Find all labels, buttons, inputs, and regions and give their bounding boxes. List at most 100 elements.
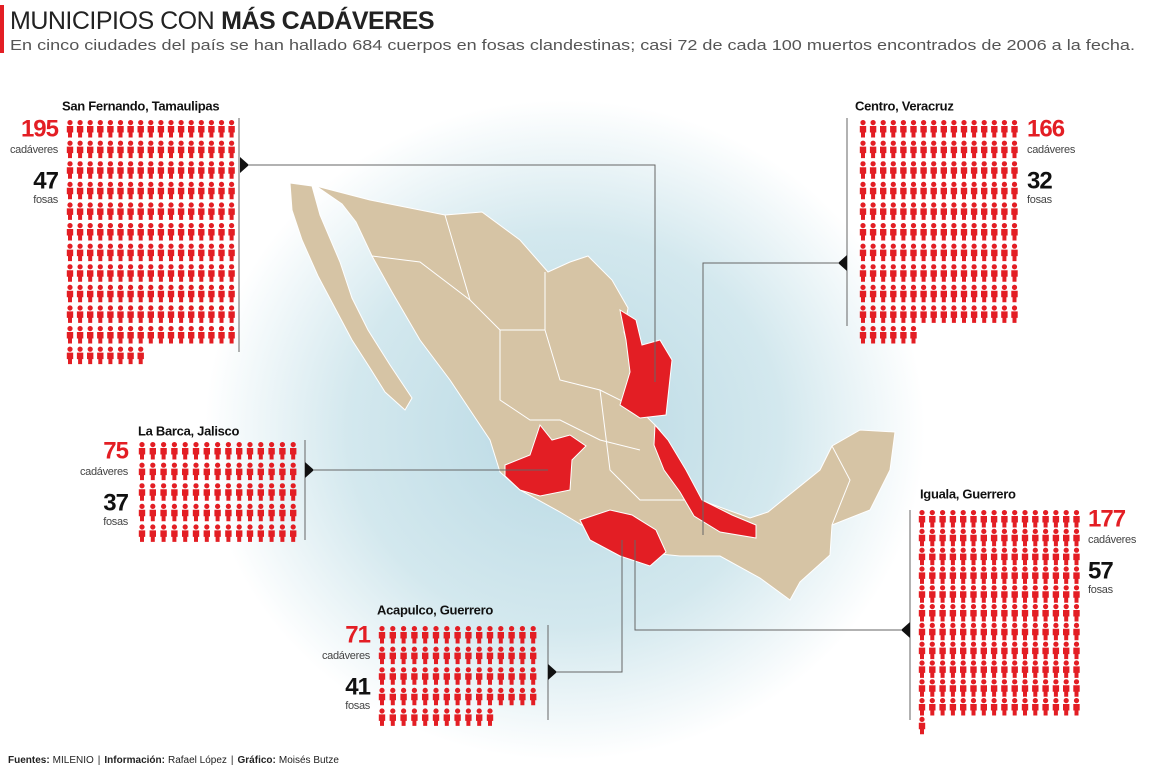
- body-icon: [900, 243, 907, 262]
- cadaveres-count: 71: [345, 621, 370, 648]
- body-icon: [1073, 604, 1080, 622]
- body-icon: [1052, 660, 1060, 678]
- body-icon: [939, 604, 946, 622]
- panel-place: Iguala, Guerrero: [920, 486, 1016, 501]
- body-icon: [1032, 679, 1039, 697]
- body-icon: [160, 483, 167, 501]
- body-icon: [910, 264, 917, 282]
- body-icon: [182, 442, 189, 460]
- body-icon: [970, 264, 978, 282]
- body-icon: [465, 626, 472, 644]
- body-icon: [127, 284, 134, 303]
- body-icon: [940, 243, 947, 262]
- body-icon: [188, 181, 195, 200]
- body-icon: [869, 264, 877, 282]
- body-icon: [76, 346, 84, 365]
- body-icon: [1011, 161, 1018, 179]
- body-icon: [97, 284, 104, 303]
- connector-arrow: [548, 664, 557, 680]
- body-icon: [960, 181, 968, 200]
- body-icon: [454, 687, 461, 706]
- body-icon: [950, 284, 958, 303]
- body-icon: [107, 346, 114, 365]
- body-icon: [990, 547, 998, 566]
- body-icon: [920, 284, 927, 303]
- body-icon: [1073, 528, 1080, 547]
- body-icon: [497, 626, 504, 644]
- body-icon: [76, 305, 84, 323]
- body-icon: [929, 622, 936, 641]
- body-icon: [859, 181, 867, 200]
- body-icon: [1001, 243, 1008, 262]
- cadaveres-count: 177: [1088, 505, 1126, 532]
- body-icon: [228, 305, 235, 323]
- body-icon: [1001, 622, 1008, 641]
- body-icon: [1011, 305, 1018, 323]
- body-icon: [1032, 622, 1039, 641]
- body-icon: [225, 462, 232, 481]
- credit-value: MILENIO: [53, 755, 94, 766]
- body-icon: [198, 202, 205, 220]
- body-icon: [66, 346, 74, 365]
- body-icon: [1032, 566, 1039, 584]
- credit-label: Información:: [104, 755, 165, 766]
- body-icon: [208, 326, 215, 344]
- body-icon: [389, 667, 396, 685]
- fosas-label: fosas: [1027, 194, 1053, 206]
- body-icon: [930, 161, 937, 179]
- body-icon: [289, 503, 297, 522]
- body-icon: [268, 483, 275, 501]
- body-icon: [177, 264, 185, 282]
- body-icon: [188, 120, 195, 138]
- body-icon: [991, 161, 998, 179]
- body-icon: [1073, 660, 1080, 678]
- body-icon: [1001, 698, 1008, 716]
- body-icon: [177, 181, 185, 200]
- body-icon: [97, 305, 104, 323]
- body-icon: [87, 305, 94, 323]
- body-icon: [486, 708, 494, 726]
- body-icon: [1032, 641, 1039, 660]
- body-icon: [218, 202, 225, 220]
- body-icon: [950, 223, 958, 241]
- body-icon: [117, 161, 124, 179]
- body-icon: [981, 161, 988, 179]
- connector-line: [634, 540, 902, 631]
- body-icon: [97, 202, 104, 220]
- body-icon: [246, 483, 254, 501]
- body-icon: [475, 626, 483, 644]
- connector-arrow: [240, 157, 249, 173]
- body-icon: [208, 140, 215, 159]
- body-icon: [859, 202, 867, 220]
- body-icon: [1011, 284, 1018, 303]
- body-icon: [236, 524, 243, 542]
- body-icon: [949, 585, 957, 603]
- body-icon: [66, 223, 74, 241]
- body-icon: [990, 566, 998, 584]
- body-icon: [177, 326, 185, 344]
- body-icon: [910, 223, 917, 241]
- body-icon: [1011, 660, 1018, 678]
- body-icon: [147, 326, 154, 344]
- body-icon: [920, 305, 927, 323]
- body-icon: [960, 120, 968, 138]
- body-icon: [920, 243, 927, 262]
- body-icon: [910, 326, 917, 344]
- body-icon: [147, 202, 154, 220]
- body-icon: [289, 524, 297, 542]
- body-icon: [940, 223, 947, 241]
- body-icon: [208, 181, 215, 200]
- body-icon: [991, 305, 998, 323]
- body-icon: [432, 646, 440, 665]
- body-icon: [97, 264, 104, 282]
- body-icon: [66, 161, 74, 179]
- body-icon: [1011, 181, 1018, 200]
- body-icon: [869, 305, 877, 323]
- body-icon: [171, 442, 178, 460]
- body-icon: [87, 264, 94, 282]
- fosas-count: 57: [1088, 557, 1113, 584]
- fosas-label: fosas: [345, 700, 371, 712]
- connector-arrow: [305, 462, 314, 478]
- map: [289, 182, 896, 601]
- body-icon: [214, 503, 221, 522]
